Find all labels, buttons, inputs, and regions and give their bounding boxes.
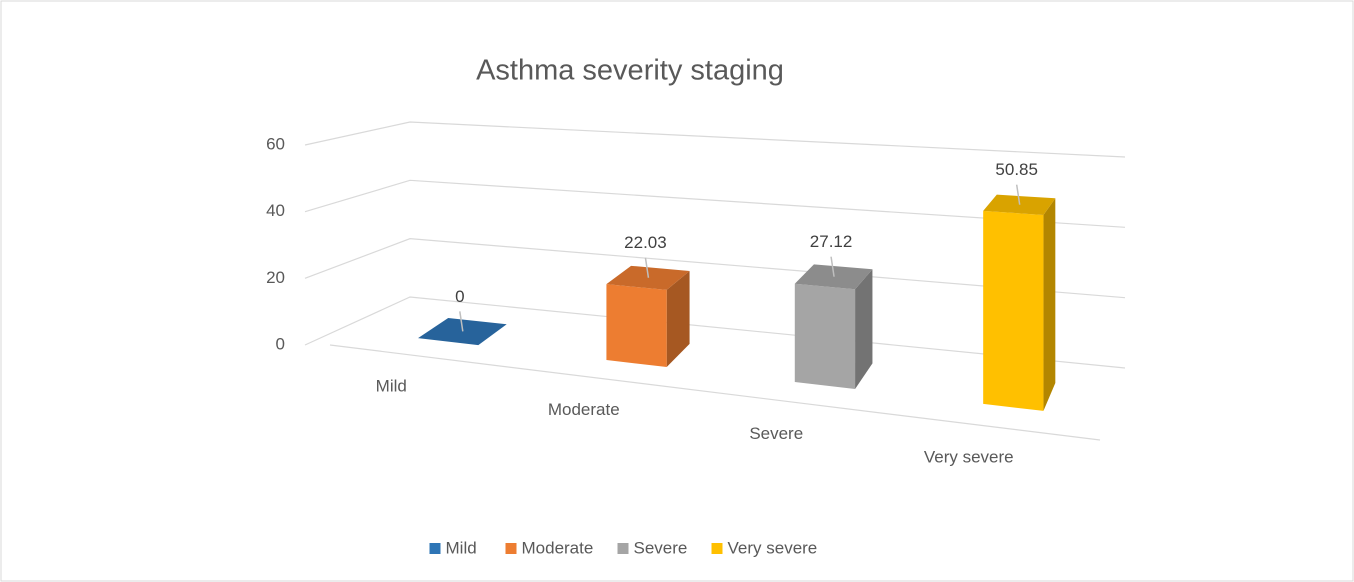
bar-top [418,318,507,346]
bar-front [794,283,856,389]
data-label: 0 [455,287,464,306]
data-label: 27.12 [810,232,853,251]
label-leader [1015,184,1021,205]
data-label: 50.85 [995,160,1038,179]
y-tick-label: 0 [276,334,285,353]
legend-label: Severe [634,538,688,557]
grid-line [304,296,1126,369]
legend-label: Mild [446,538,477,557]
y-tick-label: 60 [266,134,285,153]
grid-line [304,238,1126,299]
x-tick-label: Mild [376,376,407,395]
y-tick-label: 20 [266,268,285,287]
grid-line [304,121,1126,158]
bar-top [794,264,873,290]
legend-label: Moderate [522,538,594,557]
bar-front [983,210,1044,411]
label-leader [644,257,650,278]
bar-side [1043,198,1056,411]
bar-side [666,270,690,368]
legend-swatch [711,543,723,554]
bar-side [855,269,873,389]
legend-swatch [617,543,629,554]
x-tick-label: Very severe [924,448,1014,467]
floor-edge [329,344,1101,441]
legend-swatch [505,543,517,554]
y-tick-label: 40 [266,201,285,220]
grid-line [304,179,1126,228]
bar-top [606,265,690,290]
x-tick-label: Severe [749,424,803,443]
x-tick-label: Moderate [548,400,620,419]
bar-front [606,284,667,368]
label-leader [830,256,835,277]
legend-swatch [429,543,441,554]
label-leader [459,311,464,332]
data-label: 22.03 [624,233,667,252]
legend-label: Very severe [728,538,818,557]
chart-title: Asthma severity staging [476,55,784,87]
bar-top [983,194,1056,215]
